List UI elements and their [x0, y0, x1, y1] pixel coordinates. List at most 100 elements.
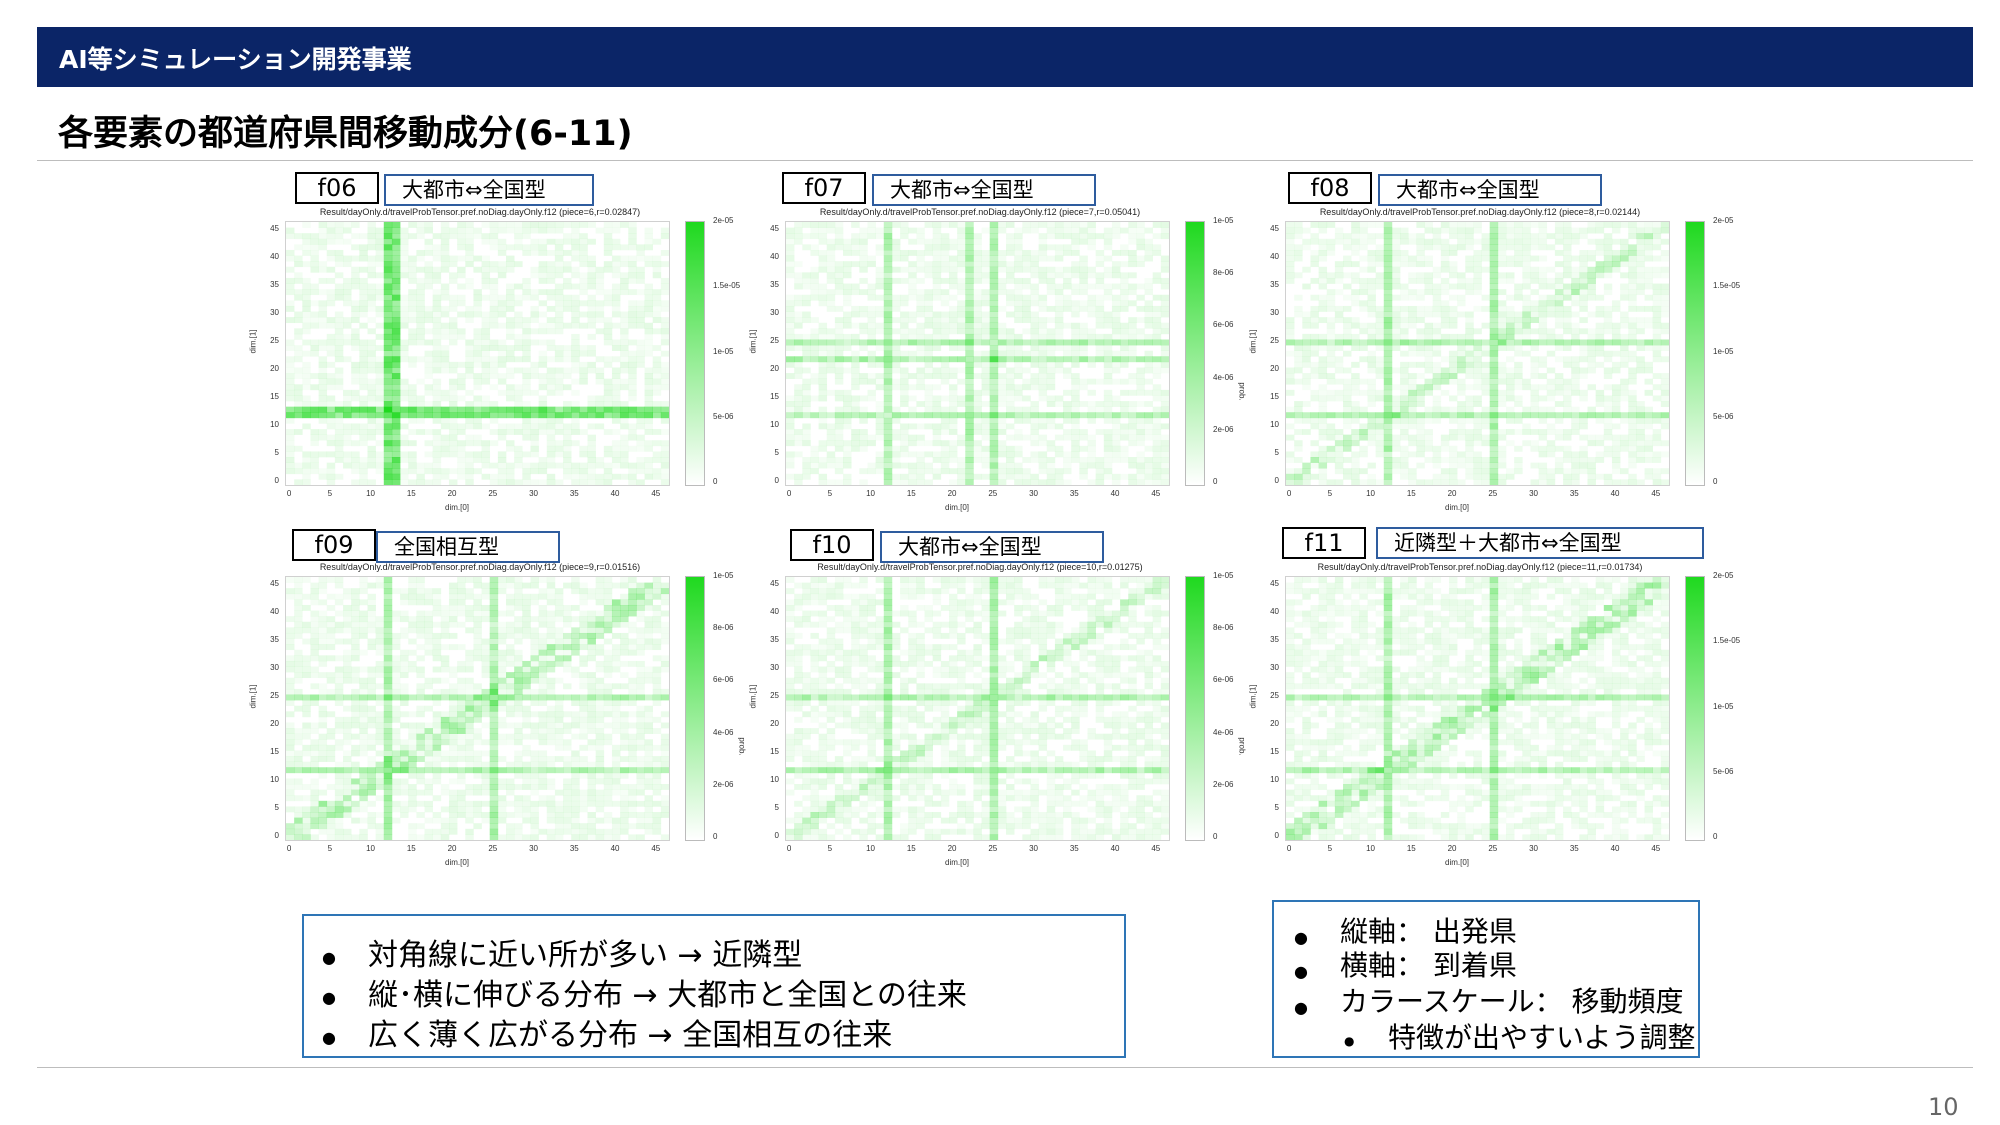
x-tick-label: 10: [1366, 489, 1376, 498]
colorbar-tick-label: 2e-05: [1713, 571, 1734, 580]
y-tick-label: 40: [270, 607, 279, 617]
y-tick-label: 35: [770, 280, 779, 290]
y-tick-label: 0: [774, 476, 779, 486]
x-tick-label: 0: [786, 489, 792, 498]
y-tick-label: 30: [270, 308, 279, 318]
x-tick-label: 45: [1151, 489, 1161, 498]
panel-type-f06: 大都市⇔全国型: [384, 174, 594, 206]
heatmap-panel-f06: Result/dayOnly.d/travelProbTensor.pref.n…: [249, 207, 741, 552]
panel-type-f08: 大都市⇔全国型: [1378, 174, 1602, 206]
x-tick-label: 15: [906, 844, 916, 853]
x-tick-label: 30: [1029, 844, 1038, 853]
panel-id-f06: f06: [295, 172, 379, 204]
y-tick-label: 15: [770, 747, 779, 757]
colorbar-tick-label: 6e-06: [1213, 320, 1234, 330]
y-tick-label: 40: [1270, 607, 1279, 617]
y-tick-label: 35: [1270, 280, 1279, 290]
x-tick-label: 5: [327, 844, 333, 853]
x-axis-label: dim.[0]: [1445, 858, 1470, 867]
y-tick-label: 35: [770, 635, 779, 645]
colorbar-tick-label: 2e-05: [1713, 216, 1734, 225]
x-tick-label: 5: [1327, 489, 1333, 498]
colorbar-tick-label: 0: [1213, 477, 1218, 486]
x-tick-label: 15: [1406, 844, 1416, 853]
y-axis-label: dim.[1]: [748, 684, 758, 709]
x-tick-label: 25: [1488, 489, 1498, 498]
y-tick-label: 25: [1270, 691, 1279, 701]
y-tick-label: 15: [770, 392, 779, 402]
colorbar-tick-label: 0: [1213, 832, 1218, 841]
y-tick-label: 0: [774, 831, 779, 841]
title-divider: [37, 160, 1973, 161]
x-tick-label: 45: [1651, 844, 1661, 853]
colorbar-tick-label: 1e-05: [1713, 701, 1734, 711]
panel-id-f07: f07: [782, 172, 866, 204]
y-tick-label: 30: [770, 308, 779, 318]
colorbar-tick-label: 2e-05: [713, 216, 734, 225]
heatmap-panel-f07: Result/dayOnly.d/travelProbTensor.pref.n…: [749, 207, 1247, 552]
heatmap-plot: [1285, 576, 1670, 841]
y-tick-label: 20: [270, 364, 279, 374]
colorbar-tick-label: 2e-06: [1213, 779, 1234, 789]
note-item: 対角線に近い所が多い → 近隣型: [368, 938, 803, 973]
colorbar-tick-label: 8e-06: [713, 623, 734, 633]
heatmap-caption: Result/dayOnly.d/travelProbTensor.pref.n…: [1317, 562, 1643, 572]
y-tick-label: 30: [1270, 308, 1279, 318]
y-tick-label: 35: [1270, 635, 1279, 645]
y-tick-label: 15: [1270, 747, 1279, 757]
note-subitem: 特徴が出やすいよう調整: [1388, 1021, 1696, 1054]
x-tick-label: 20: [947, 489, 957, 498]
colorbar-tick-label: 1e-05: [713, 346, 734, 356]
colorbar-tick-label: 0: [1713, 477, 1718, 486]
y-tick-label: 30: [1270, 663, 1279, 673]
x-axis-label: dim.[0]: [1445, 503, 1470, 512]
x-tick-label: 30: [1029, 489, 1038, 498]
header-bar: AI等シミュレーション開発事業: [37, 27, 1973, 87]
y-tick-label: 5: [774, 803, 779, 813]
y-tick-label: 45: [270, 224, 279, 234]
x-tick-label: 30: [1529, 844, 1538, 853]
y-tick-label: 45: [270, 579, 279, 589]
x-tick-label: 45: [1151, 844, 1161, 853]
y-tick-label: 35: [270, 280, 279, 290]
colorbar-tick-label: 1e-05: [1713, 346, 1734, 356]
note-item: 横軸： 到着県: [1340, 949, 1517, 982]
colorbar-tick-label: 1.5e-05: [713, 281, 741, 291]
x-tick-label: 40: [1110, 844, 1120, 853]
x-tick-label: 45: [1651, 489, 1661, 498]
x-tick-label: 20: [447, 489, 457, 498]
panel-type-f09: 全国相互型: [376, 531, 560, 563]
colorbar: [1685, 221, 1705, 486]
colorbar-tick-label: 5e-06: [1713, 766, 1734, 776]
x-tick-label: 15: [1406, 489, 1416, 498]
y-tick-label: 30: [770, 663, 779, 673]
x-tick-label: 25: [1488, 844, 1498, 853]
y-tick-label: 5: [274, 803, 279, 813]
colorbar-tick-label: 1.5e-05: [1713, 281, 1741, 291]
colorbar: [685, 576, 705, 841]
x-tick-label: 20: [1447, 489, 1457, 498]
x-tick-label: 20: [1447, 844, 1457, 853]
y-tick-label: 20: [270, 719, 279, 729]
x-axis-label: dim.[0]: [945, 503, 970, 512]
y-tick-label: 40: [770, 607, 779, 617]
y-tick-label: 45: [1270, 224, 1279, 234]
x-tick-label: 45: [651, 489, 661, 498]
heatmap-plot: [285, 576, 670, 841]
y-tick-label: 25: [770, 691, 779, 701]
colorbar-tick-label: 5e-06: [1713, 411, 1734, 421]
x-tick-label: 10: [866, 489, 876, 498]
y-tick-label: 10: [770, 775, 779, 785]
y-tick-label: 25: [270, 336, 279, 346]
note-item: カラースケール： 移動頻度: [1340, 985, 1684, 1018]
heatmap-caption: Result/dayOnly.d/travelProbTensor.pref.n…: [819, 207, 1141, 217]
colorbar-tick-label: 5e-06: [713, 411, 734, 421]
bullet: ●: [322, 988, 336, 1007]
heatmap-cells: [786, 222, 1169, 485]
y-tick-label: 5: [774, 448, 779, 458]
y-tick-label: 10: [270, 420, 279, 430]
panel-id-f11: f11: [1282, 527, 1366, 559]
y-tick-label: 25: [270, 691, 279, 701]
x-tick-label: 40: [1610, 489, 1620, 498]
y-tick-label: 25: [770, 336, 779, 346]
